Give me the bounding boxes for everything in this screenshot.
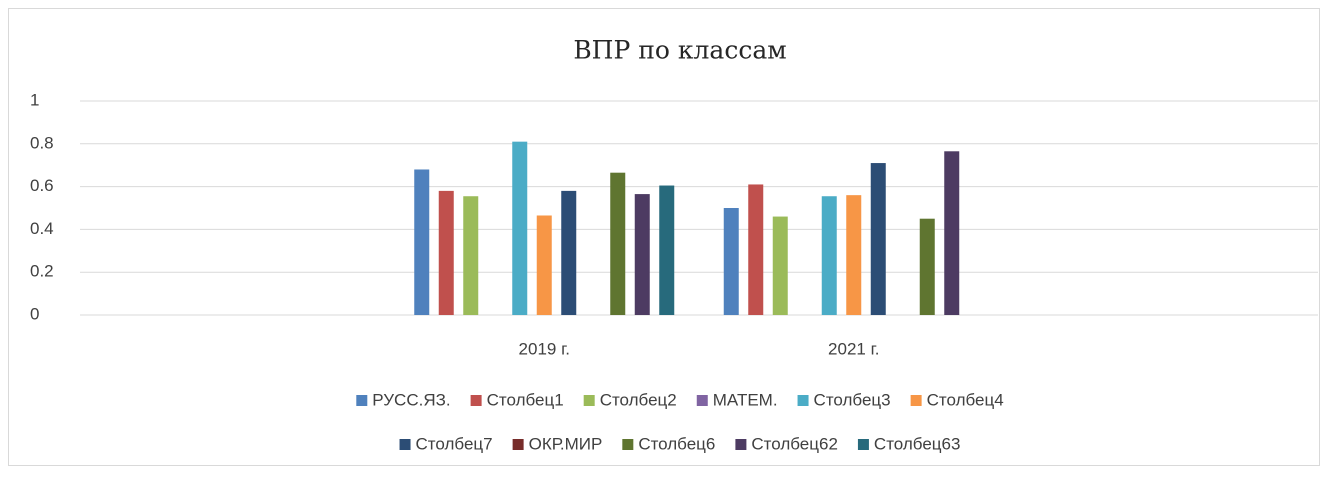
bar bbox=[536, 215, 552, 315]
legend-label: Столбец2 bbox=[600, 390, 677, 409]
legend-label: МАТЕМ. bbox=[713, 390, 778, 409]
legend-label: ОКР.МИР bbox=[529, 434, 603, 453]
legend-swatch bbox=[356, 395, 368, 406]
bar bbox=[659, 185, 675, 315]
bar bbox=[610, 172, 626, 315]
legend-label: РУСС.ЯЗ. bbox=[372, 390, 450, 409]
bar bbox=[634, 194, 650, 315]
bar bbox=[723, 208, 739, 315]
bar bbox=[512, 141, 528, 315]
bar bbox=[870, 163, 886, 315]
bar bbox=[919, 218, 935, 315]
legend-swatch bbox=[470, 395, 482, 406]
bar bbox=[772, 216, 788, 315]
legend-label: Столбец3 bbox=[814, 390, 891, 409]
legend-label: Столбец62 bbox=[751, 434, 838, 453]
legend-label: Столбец6 bbox=[638, 434, 715, 453]
bar bbox=[414, 169, 430, 315]
chart-title: ВПР по классам bbox=[573, 36, 786, 65]
legend-swatch bbox=[583, 395, 595, 406]
bar bbox=[438, 190, 454, 315]
bar bbox=[561, 190, 577, 315]
bar bbox=[944, 151, 960, 315]
legend-swatch bbox=[857, 439, 869, 450]
y-tick-label: 0 bbox=[30, 304, 39, 323]
x-tick-label: 2019 г. bbox=[519, 339, 570, 358]
y-tick-label: 0.6 bbox=[30, 176, 54, 195]
bar bbox=[821, 196, 837, 315]
legend-label: Столбец63 bbox=[874, 434, 961, 453]
y-tick-label: 0.4 bbox=[30, 219, 54, 238]
legend-label: Столбец7 bbox=[416, 434, 493, 453]
legend-swatch bbox=[797, 395, 809, 406]
y-tick-label: 1 bbox=[30, 90, 39, 109]
legend-label: Столбец1 bbox=[487, 390, 564, 409]
legend-swatch bbox=[910, 395, 922, 406]
legend-swatch bbox=[735, 439, 747, 450]
bar bbox=[463, 196, 479, 315]
legend-swatch bbox=[622, 439, 634, 450]
legend-swatch bbox=[512, 439, 524, 450]
x-tick-label: 2021 г. bbox=[828, 339, 879, 358]
legend-swatch bbox=[696, 395, 708, 406]
bar bbox=[748, 184, 764, 315]
legend-swatch bbox=[399, 439, 411, 450]
y-tick-label: 0.2 bbox=[30, 262, 54, 281]
y-tick-label: 0.8 bbox=[30, 133, 54, 152]
bar bbox=[846, 195, 862, 315]
legend-label: Столбец4 bbox=[927, 390, 1004, 409]
